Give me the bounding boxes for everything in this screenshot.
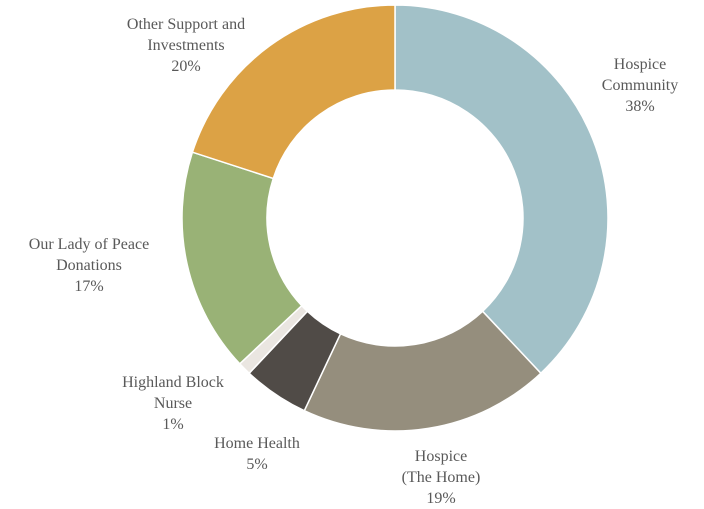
slices-group bbox=[181, 4, 609, 432]
slice-value-label: 38% bbox=[625, 98, 654, 115]
slice-value-label: 1% bbox=[162, 416, 183, 433]
slice-name-line: Our Lady of Peace bbox=[29, 236, 149, 253]
slice-value-label: 19% bbox=[426, 490, 455, 507]
slice-other-support-and-investments bbox=[191, 4, 396, 180]
slice-label-hospice-community: Hospice Community 38% bbox=[602, 56, 678, 115]
labels-group: Hospice Community 38%Hospice (The Home) 19%H… bbox=[29, 16, 678, 507]
slice-name-line: (The Home) bbox=[402, 469, 481, 486]
slice-name-line: Nurse bbox=[154, 395, 192, 412]
slice-value-label: 20% bbox=[171, 58, 200, 75]
slice-name-line: Hospice bbox=[415, 448, 467, 465]
slice-hospice-community bbox=[394, 4, 609, 375]
slice-name-line: Hospice bbox=[614, 56, 666, 73]
slice-label-other-support-and-investments: Other Support and Investments 20% bbox=[127, 16, 245, 75]
slice-label-home-health: Home Health 5% bbox=[214, 435, 300, 473]
slice-label-hospice-the-home: Hospice (The Home) 19% bbox=[402, 448, 481, 507]
slice-label-highland-block-nurse: Highland Block Nurse 1% bbox=[122, 374, 224, 433]
slice-name-line: Community bbox=[602, 77, 678, 94]
slice-name-line: Highland Block bbox=[122, 374, 224, 391]
slice-label-our-lady-of-peace-donations: Our Lady of Peace Donations 17% bbox=[29, 236, 149, 295]
slice-name-line: Other Support and bbox=[127, 16, 245, 33]
slice-name-line: Donations bbox=[56, 257, 122, 274]
slice-value-label: 17% bbox=[74, 278, 103, 295]
slice-value-label: 5% bbox=[246, 456, 267, 473]
slice-name-line: Home Health bbox=[214, 435, 300, 452]
slice-name-line: Investments bbox=[147, 37, 224, 54]
